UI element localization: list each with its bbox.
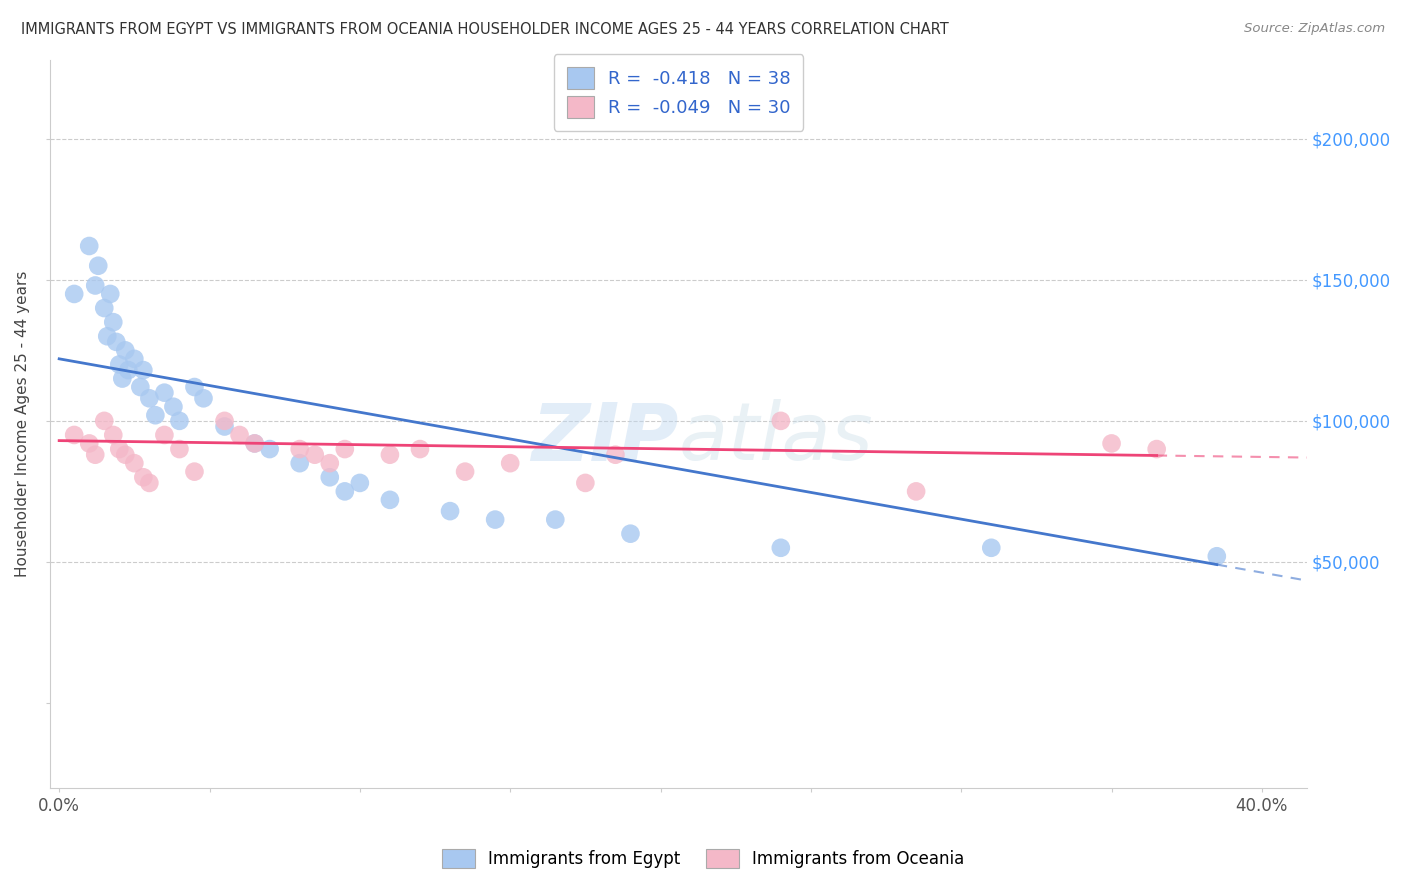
Point [103, 315, 125, 329]
Point [114, 343, 136, 358]
Point [228, 428, 250, 442]
Point [1146, 442, 1168, 456]
Point [132, 470, 155, 484]
Point [454, 465, 477, 479]
Point [259, 442, 281, 456]
Point [105, 334, 128, 349]
Point [84, 448, 107, 462]
Point [129, 380, 152, 394]
Point [1205, 549, 1227, 564]
Point [145, 409, 167, 423]
Text: ZIP: ZIP [531, 400, 679, 477]
Point [153, 428, 176, 442]
Point [439, 504, 461, 518]
Point [574, 475, 596, 490]
Point [162, 400, 184, 414]
Text: atlas: atlas [679, 400, 873, 477]
Point [769, 541, 792, 555]
Point [96, 329, 118, 343]
Point [378, 492, 401, 507]
Point [378, 448, 401, 462]
Point [77, 239, 100, 253]
Y-axis label: Householder Income Ages 25 - 44 years: Householder Income Ages 25 - 44 years [15, 270, 30, 577]
Point [769, 414, 792, 428]
Point [349, 475, 371, 490]
Point [544, 512, 567, 526]
Point [980, 541, 1002, 555]
Point [77, 436, 100, 450]
Point [304, 448, 326, 462]
Point [288, 442, 311, 456]
Point [114, 448, 136, 462]
Text: Source: ZipAtlas.com: Source: ZipAtlas.com [1244, 22, 1385, 36]
Point [605, 448, 627, 462]
Point [333, 442, 356, 456]
Point [138, 392, 160, 406]
Point [108, 442, 131, 456]
Point [333, 484, 356, 499]
Point [111, 371, 134, 385]
Point [84, 278, 107, 293]
Point [905, 484, 928, 499]
Point [108, 358, 131, 372]
Point [214, 419, 236, 434]
Point [243, 436, 266, 450]
Point [63, 428, 86, 442]
Point [103, 428, 125, 442]
Point [499, 456, 522, 470]
Point [183, 465, 205, 479]
Point [153, 385, 176, 400]
Point [319, 456, 342, 470]
Point [87, 259, 110, 273]
Point [619, 526, 641, 541]
Point [288, 456, 311, 470]
Point [93, 414, 115, 428]
Point [319, 470, 342, 484]
Point [183, 380, 205, 394]
Point [214, 414, 236, 428]
Legend: R =  -0.418   N = 38, R =  -0.049   N = 30: R = -0.418 N = 38, R = -0.049 N = 30 [554, 54, 803, 131]
Point [132, 363, 155, 377]
Point [169, 414, 191, 428]
Point [93, 301, 115, 315]
Legend: Immigrants from Egypt, Immigrants from Oceania: Immigrants from Egypt, Immigrants from O… [434, 842, 972, 875]
Point [409, 442, 432, 456]
Point [243, 436, 266, 450]
Point [1101, 436, 1123, 450]
Point [138, 475, 160, 490]
Point [193, 392, 215, 406]
Point [124, 351, 146, 366]
Point [63, 287, 86, 301]
Point [98, 287, 121, 301]
Point [117, 363, 139, 377]
Point [169, 442, 191, 456]
Point [124, 456, 146, 470]
Point [484, 512, 506, 526]
Text: IMMIGRANTS FROM EGYPT VS IMMIGRANTS FROM OCEANIA HOUSEHOLDER INCOME AGES 25 - 44: IMMIGRANTS FROM EGYPT VS IMMIGRANTS FROM… [21, 22, 949, 37]
